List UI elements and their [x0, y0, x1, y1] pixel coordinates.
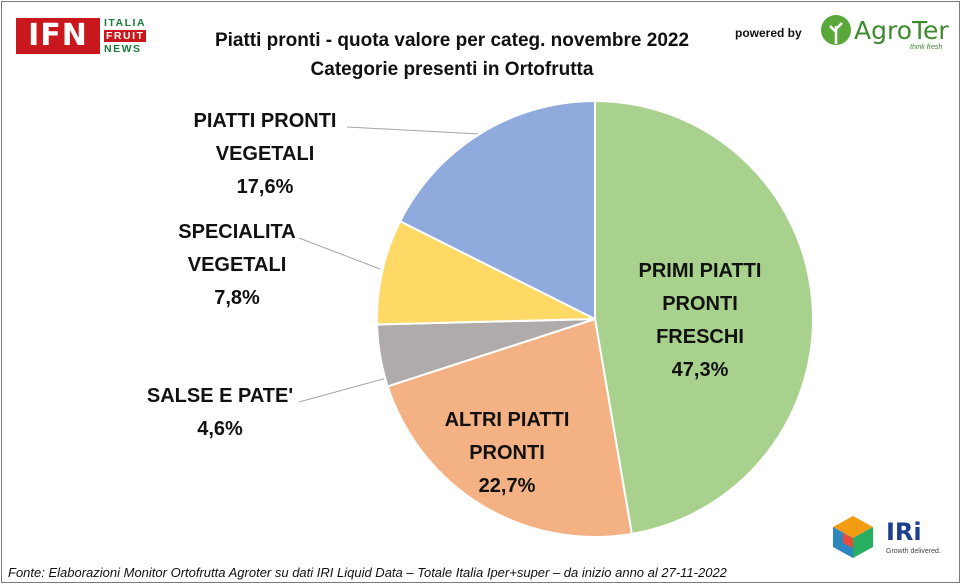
- powered-by-label: powered by: [735, 26, 802, 40]
- slice-value-label: 7,8%: [214, 287, 260, 309]
- slice-category-label: PRIMI PIATTI: [639, 260, 762, 282]
- agroter-logo: AgroTer think fresh: [820, 12, 950, 52]
- pie-slice: [398, 99, 596, 321]
- slice-category-label: PIATTI PRONTI: [194, 110, 337, 132]
- slice-value-label: 47,3%: [672, 359, 729, 381]
- slice-category-label: PRONTI: [662, 293, 738, 315]
- pie-slice: [376, 219, 596, 326]
- chart-subtitle: Categorie presenti in Ortofrutta: [310, 59, 594, 80]
- ifn-logo-word-2: FRUIT: [104, 30, 147, 42]
- leader-line: [298, 375, 395, 403]
- iri-cube-icon: [833, 516, 873, 558]
- slice-category-label: FRESCHI: [656, 326, 744, 348]
- iri-logo-name: IRi: [886, 518, 922, 546]
- pie-slice: [594, 99, 815, 536]
- agroter-leaf-icon: [821, 15, 851, 45]
- ifn-logo-word-1: ITALIA: [104, 17, 147, 29]
- ifn-logo-abbr: IFN: [16, 18, 100, 54]
- ifn-logo-word-3: NEWS: [104, 43, 142, 55]
- agroter-logo-tagline: think fresh: [910, 44, 943, 51]
- slice-category-label: SPECIALITA: [178, 221, 295, 243]
- agroter-logo-name: AgroTer: [854, 16, 949, 45]
- slice-category-label: ALTRI PIATTI: [445, 409, 570, 431]
- iri-logo-tagline: Growth delivered.: [886, 548, 941, 555]
- slice-value-label: 22,7%: [479, 475, 536, 497]
- slice-category-label: SALSE E PATE': [147, 385, 293, 407]
- slice-category-label: PRONTI: [469, 442, 545, 464]
- iri-logo: IRi Growth delivered.: [830, 512, 950, 562]
- slice-value-label: 4,6%: [197, 418, 243, 440]
- chart-title: Piatti pronti - quota valore per categ. …: [214, 30, 690, 51]
- leader-line: [346, 126, 481, 135]
- slice-value-label: 17,6%: [237, 176, 294, 198]
- leader-line: [298, 237, 381, 270]
- ifn-logo: IFN ITALIA FRUIT NEWS: [16, 16, 161, 58]
- pie-slice: [386, 317, 633, 538]
- slice-category-label: VEGETALI: [188, 254, 287, 276]
- slice-category-label: VEGETALI: [216, 143, 315, 165]
- source-footnote: Fonte: Elaborazioni Monitor Ortofrutta A…: [8, 565, 727, 580]
